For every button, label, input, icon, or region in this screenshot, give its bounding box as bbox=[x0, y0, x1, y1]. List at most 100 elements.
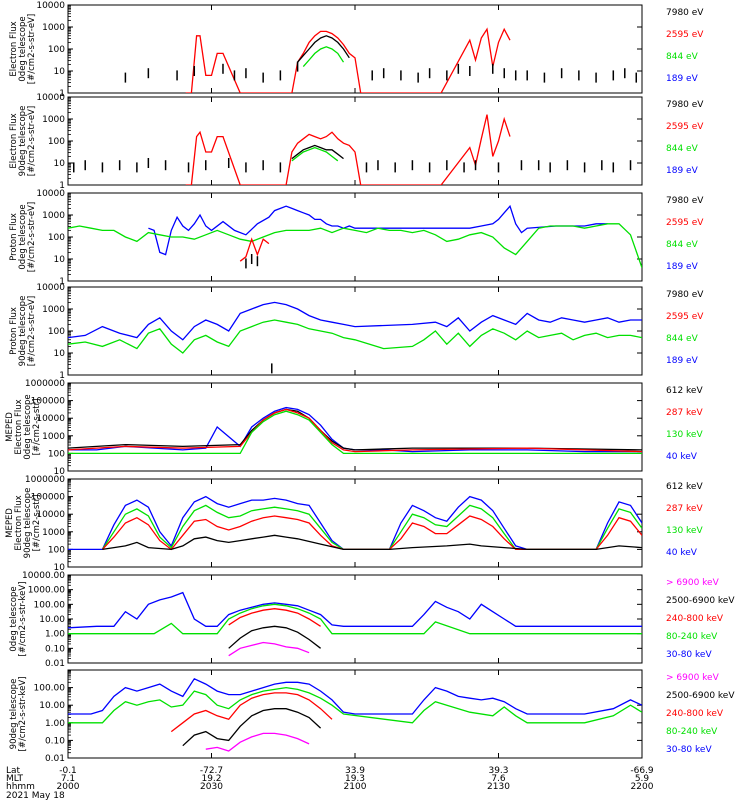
y-axis-label-line: Electron Flux bbox=[14, 399, 24, 454]
legend-entry: 2500-6900 keV bbox=[666, 596, 735, 606]
plot-area bbox=[68, 591, 642, 657]
panel-3: 1 10 100 1000 10000 Proton Flux 0deg telescope… bbox=[9, 189, 704, 287]
y-tick-label: 1000.00 bbox=[28, 586, 65, 596]
y-tick-label: 0.10 bbox=[45, 736, 65, 746]
plot-frame bbox=[67, 96, 643, 186]
x-tick-label-lat: 33.9 bbox=[345, 766, 365, 776]
y-axis-label-line: 90deg telescope bbox=[23, 488, 33, 559]
series-line-magenta bbox=[205, 732, 310, 752]
x-tick-label-mlt: 7.1 bbox=[61, 774, 75, 784]
legend-entry: 844 eV bbox=[666, 144, 699, 154]
x-tick-label-hhmm: 2100 bbox=[344, 782, 367, 792]
y-tick-label: 100 bbox=[48, 137, 65, 147]
y-tick-label: 100 bbox=[48, 545, 65, 555]
series-line-black bbox=[228, 625, 321, 649]
series-line-green bbox=[68, 319, 642, 354]
series-line-blue bbox=[68, 591, 642, 629]
y-axis-label-line: [#/cm2-s-str] bbox=[32, 495, 42, 552]
y-tick-label: 0.10 bbox=[45, 644, 65, 654]
y-axis-label-line: [#/cm2-s-str-keV] bbox=[18, 582, 28, 657]
x-tick-label-lat: 39.3 bbox=[488, 766, 508, 776]
y-axis-label-line: Electron Flux bbox=[9, 113, 19, 168]
y-axis-label-line: [#/cm2-s-str-keV] bbox=[18, 677, 28, 752]
y-axis-label-line: Proton Flux bbox=[9, 307, 19, 355]
y-tick-label: 100000 bbox=[31, 397, 66, 407]
y-tick-label: 1 bbox=[59, 277, 65, 287]
x-tick-label-mlt: 19.2 bbox=[201, 774, 221, 784]
xaxis-label-mlt: MLT bbox=[6, 774, 24, 784]
plot-frame bbox=[67, 478, 643, 568]
y-tick-label: 100 bbox=[48, 233, 65, 243]
series-line-red bbox=[228, 608, 321, 627]
series-line-black bbox=[291, 144, 344, 160]
date-label: 2021 May 18 bbox=[6, 791, 65, 800]
y-tick-label: 1 bbox=[59, 371, 65, 381]
legend-entry: > 6900 keV bbox=[666, 673, 720, 683]
plot-area bbox=[68, 495, 642, 551]
y-tick-label: 100.00 bbox=[34, 684, 66, 694]
y-tick-label: 10 bbox=[54, 349, 66, 359]
panel-4: 1 10 100 1000 10000 Proton Flux 90deg telescop… bbox=[9, 283, 704, 381]
legend-entry: 40 keV bbox=[666, 452, 698, 462]
y-axis-label-line: 90deg telescope bbox=[18, 106, 28, 177]
y-tick-label: 0.01 bbox=[45, 659, 65, 669]
y-tick-label: 10000.00 bbox=[22, 571, 65, 581]
y-tick-label: 100 bbox=[48, 449, 65, 459]
legend-entry: 7980 eV bbox=[666, 196, 704, 206]
y-tick-label: 10.00 bbox=[39, 615, 65, 625]
legend-entry: 7980 eV bbox=[666, 290, 704, 300]
series-line-red bbox=[185, 114, 511, 185]
legend-entry: 612 keV bbox=[666, 386, 703, 396]
y-tick-label: 1000000 bbox=[25, 379, 65, 389]
y-tick-label: 10 bbox=[54, 255, 66, 265]
x-tick-label-hhmm: 2200 bbox=[631, 782, 654, 792]
series-line-green bbox=[68, 410, 642, 455]
plot-frame bbox=[67, 382, 643, 472]
series-line-red bbox=[170, 692, 333, 733]
series-line-black bbox=[68, 408, 642, 451]
y-axis-label-line: 0deg telescope bbox=[18, 204, 28, 269]
panel-1: 1 10 100 1000 10000 Electron Flux 0deg telesco… bbox=[9, 1, 704, 99]
legend-entry: 844 eV bbox=[666, 52, 699, 62]
y-tick-label: 10 bbox=[54, 467, 66, 477]
legend-entry: 30-80 keV bbox=[666, 650, 712, 660]
series-line-blue bbox=[68, 677, 642, 715]
series-line-green bbox=[68, 603, 642, 635]
xaxis-label-lat: Lat bbox=[6, 766, 21, 776]
y-tick-label: 10000 bbox=[36, 510, 65, 520]
legend-entry: 189 eV bbox=[666, 74, 699, 84]
series-line-green bbox=[291, 146, 339, 162]
x-tick-label-lat: -0.1 bbox=[59, 766, 77, 776]
plot-area bbox=[68, 677, 642, 752]
legend-entry: 2595 eV bbox=[666, 218, 704, 228]
y-axis-label-line: 90deg telescope bbox=[18, 296, 28, 367]
y-axis-label-line: 90deg telescope bbox=[9, 679, 19, 750]
series-line-magenta bbox=[228, 641, 310, 657]
series-line-red bbox=[185, 27, 511, 93]
legend-entry: 80-240 keV bbox=[666, 727, 718, 737]
plot-frame bbox=[67, 192, 643, 282]
y-tick-label: 1000 bbox=[42, 23, 65, 33]
legend-entry: 2595 eV bbox=[666, 312, 704, 322]
legend-entry: 189 eV bbox=[666, 166, 699, 176]
panel-8: 0.01 0.10 1.00 10.00 100.00 90deg telescope [#… bbox=[9, 669, 735, 764]
y-axis-label-line: 0deg telescope bbox=[18, 16, 28, 81]
x-tick-label-hhmm: 2000 bbox=[57, 782, 80, 792]
y-tick-label: 100000 bbox=[31, 493, 66, 503]
legend-entry: 287 keV bbox=[666, 408, 703, 418]
y-tick-label: 0.01 bbox=[45, 754, 65, 764]
y-tick-label: 10 bbox=[54, 563, 66, 573]
y-axis-label-line: 0deg telescope bbox=[23, 394, 33, 459]
plot-frame bbox=[67, 574, 643, 664]
legend-entry: 189 eV bbox=[666, 262, 699, 272]
legend-entry: 80-240 keV bbox=[666, 632, 718, 642]
plot-area bbox=[68, 301, 642, 374]
series-line-red bbox=[101, 515, 642, 551]
series-line-black bbox=[182, 708, 322, 747]
panel-6: 10 100 1000 10000 100000 1000000 MEPED Electron… bbox=[5, 475, 703, 573]
series-line-blue bbox=[148, 204, 608, 256]
series-line-blue bbox=[68, 495, 642, 551]
series-line-red bbox=[239, 237, 270, 262]
x-tick-label-mlt: 19.3 bbox=[345, 774, 365, 784]
